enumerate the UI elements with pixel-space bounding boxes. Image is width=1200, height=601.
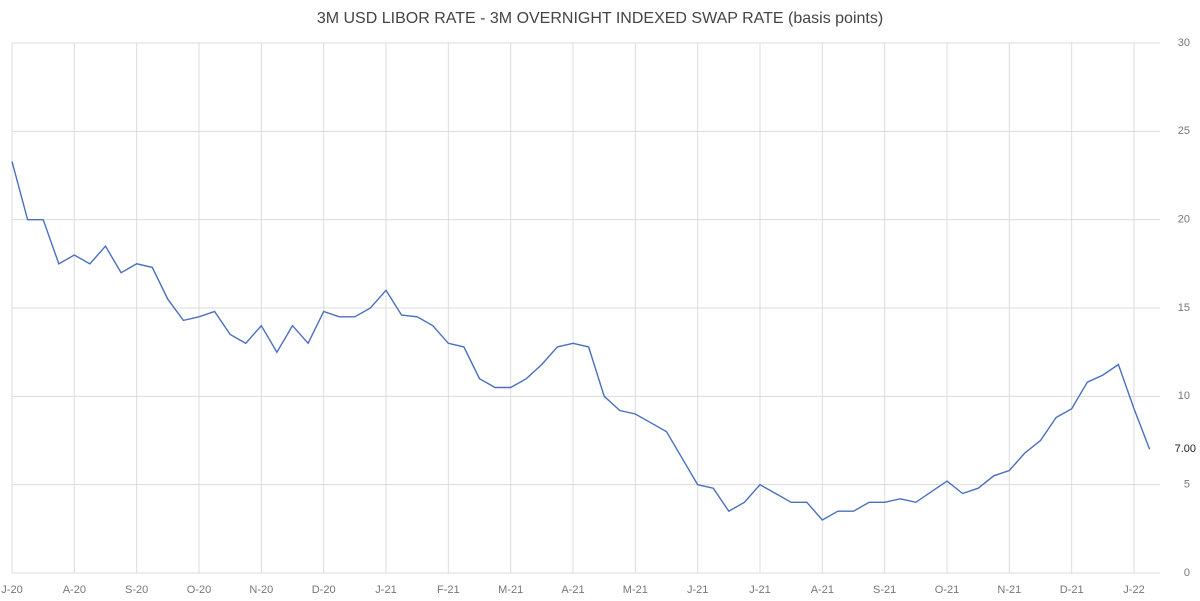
x-tick-label: S-20 bbox=[125, 584, 148, 596]
x-tick-label: M-21 bbox=[623, 584, 648, 596]
x-tick-label: N-21 bbox=[997, 584, 1021, 596]
x-tick-label: J-22 bbox=[1123, 584, 1144, 596]
x-tick-label: M-21 bbox=[498, 584, 523, 596]
y-tick-label: 0 bbox=[1184, 567, 1190, 579]
x-tick-label: J-20 bbox=[1, 584, 22, 596]
y-tick-label: 5 bbox=[1184, 479, 1190, 491]
y-tick-label: 20 bbox=[1178, 214, 1190, 226]
x-tick-label: O-21 bbox=[935, 584, 959, 596]
x-tick-label: F-21 bbox=[437, 584, 460, 596]
x-tick-label: A-20 bbox=[63, 584, 86, 596]
x-tick-label: A-21 bbox=[561, 584, 584, 596]
y-tick-label: 15 bbox=[1178, 302, 1190, 314]
x-tick-label: A-21 bbox=[811, 584, 834, 596]
y-tick-label: 30 bbox=[1178, 37, 1190, 49]
value-label: 7.00 bbox=[1175, 443, 1196, 455]
x-tick-label: J-21 bbox=[749, 584, 770, 596]
data-line bbox=[11, 161, 1151, 521]
x-tick-label: J-21 bbox=[687, 584, 708, 596]
x-tick-label: D-21 bbox=[1060, 584, 1084, 596]
x-tick-label: O-20 bbox=[187, 584, 211, 596]
x-tick-label: S-21 bbox=[873, 584, 896, 596]
chart-title: 3M USD LIBOR RATE - 3M OVERNIGHT INDEXED… bbox=[317, 10, 883, 27]
y-tick-label: 10 bbox=[1178, 390, 1190, 402]
y-tick-label: 25 bbox=[1178, 125, 1190, 137]
x-tick-label: J-21 bbox=[375, 584, 396, 596]
x-tick-label: D-20 bbox=[312, 584, 336, 596]
x-tick-label: N-20 bbox=[249, 584, 273, 596]
